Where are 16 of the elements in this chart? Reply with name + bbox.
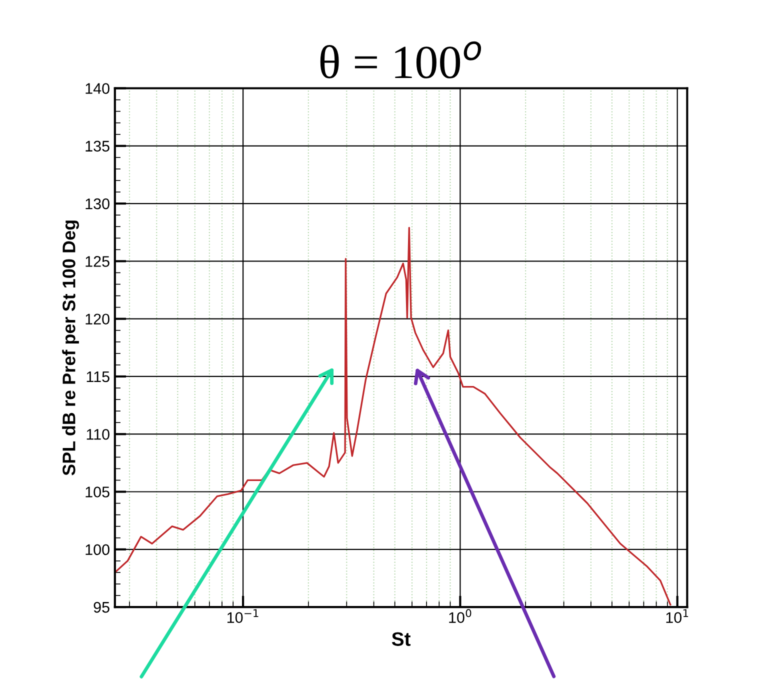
x-tick-label: 10$^{1}$ bbox=[666, 609, 688, 624]
x-axis-title: St bbox=[392, 632, 411, 646]
y-tick-label: 140 bbox=[86, 83, 110, 94]
y-tick-label: 115 bbox=[86, 371, 110, 382]
y-axis-title: SPL dB re Pref per St 100 Deg bbox=[62, 220, 80, 476]
y-tick-label: 95 bbox=[94, 602, 110, 613]
y-tick-label: 135 bbox=[86, 140, 110, 152]
x-tick-label: 10$^{−1}$ bbox=[227, 609, 258, 624]
y-tick-label: 110 bbox=[86, 428, 110, 440]
chart-title: θ = 100$^{o}$ bbox=[320, 41, 482, 78]
y-tick-label: 120 bbox=[86, 314, 110, 325]
y-tick-label: 130 bbox=[86, 198, 110, 210]
x-tick-label: 10$^{0}$ bbox=[449, 609, 472, 623]
y-tick-label: 105 bbox=[86, 486, 110, 498]
y-tick-label: 100 bbox=[86, 544, 110, 556]
y-tick-label: 125 bbox=[86, 256, 110, 267]
